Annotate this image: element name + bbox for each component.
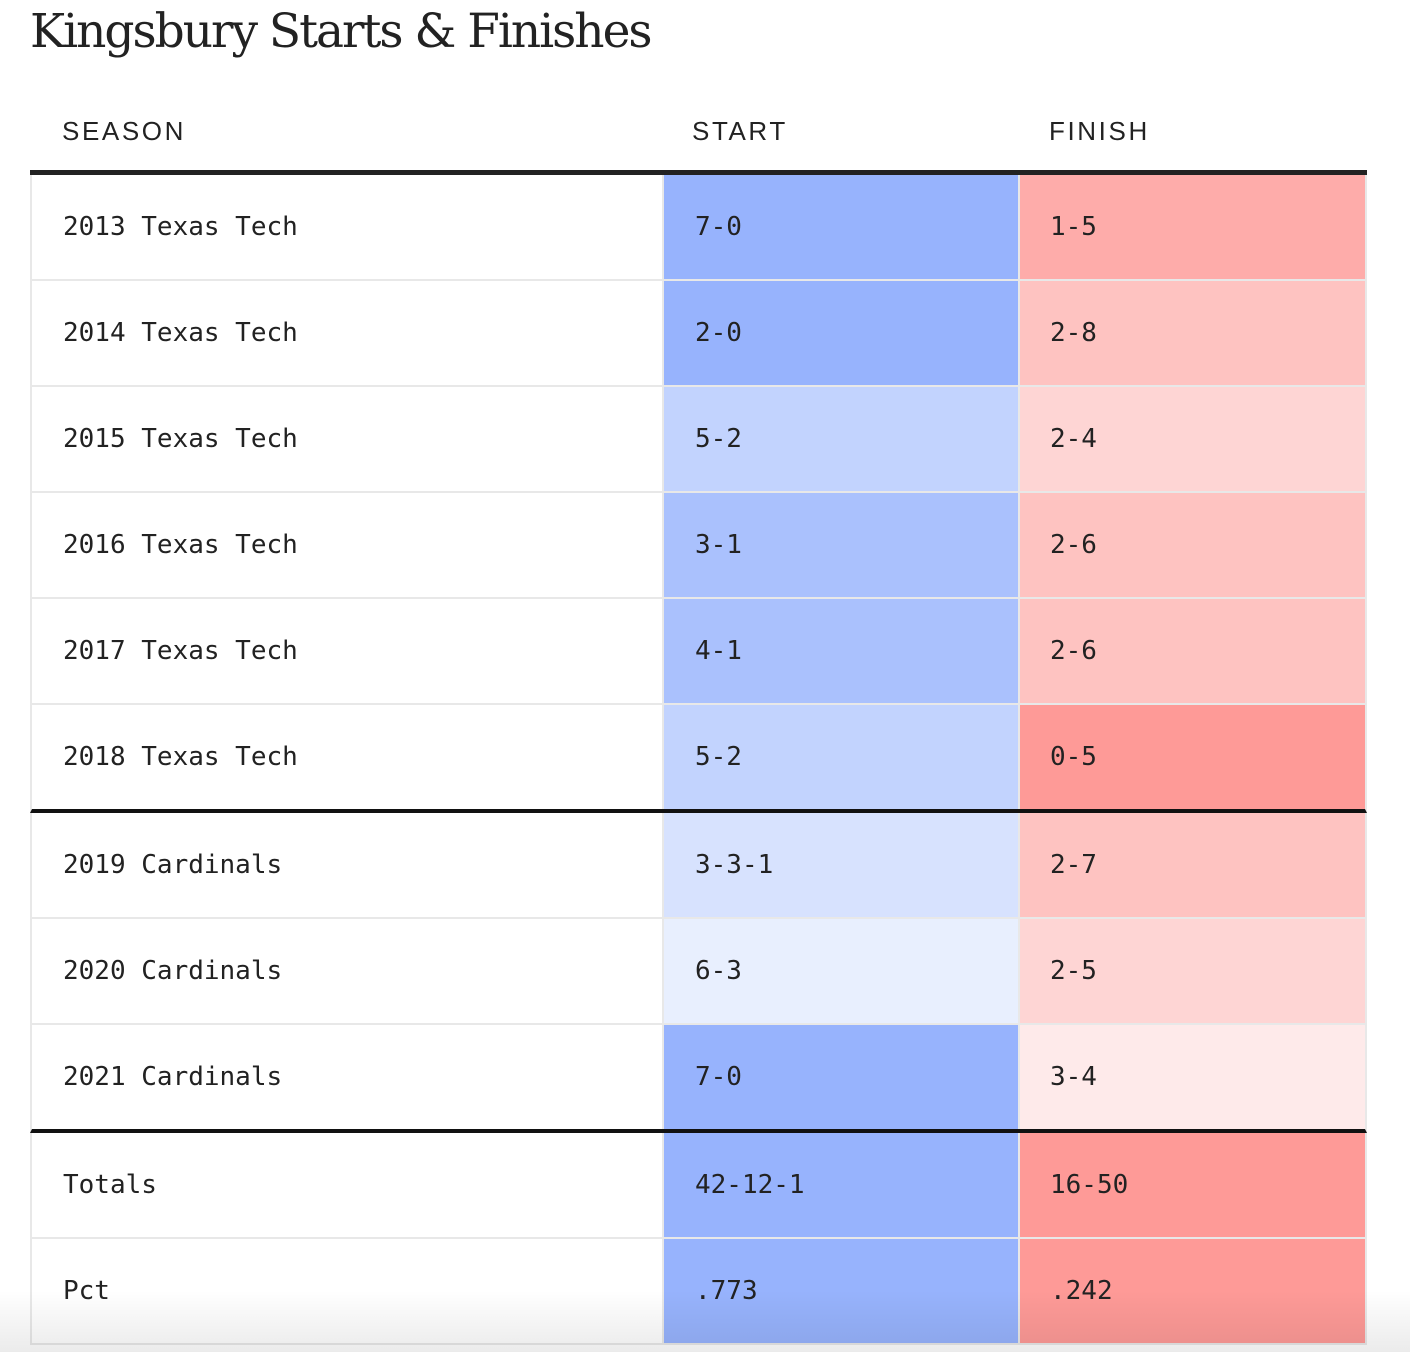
season-cell: 2016 Texas Tech bbox=[32, 493, 662, 597]
starts-finishes-table: SEASON START FINISH 2013 Texas Tech 7-0 1-… bbox=[30, 100, 1367, 1345]
season-cell: 2021 Cardinals bbox=[32, 1025, 662, 1129]
start-column-header: START bbox=[692, 116, 788, 146]
season-cell: 2014 Texas Tech bbox=[32, 281, 662, 385]
start-record-cell: 7-0 bbox=[662, 1025, 1018, 1129]
finish-record-cell: 2-8 bbox=[1018, 281, 1365, 385]
table-row: 2014 Texas Tech 2-0 2-8 bbox=[30, 281, 1367, 387]
season-cell: 2017 Texas Tech bbox=[32, 599, 662, 703]
start-record-cell: 4-1 bbox=[662, 599, 1018, 703]
finish-record-cell: 3-4 bbox=[1018, 1025, 1365, 1129]
finish-record-cell: 2-4 bbox=[1018, 387, 1365, 491]
start-record-cell: 42-12-1 bbox=[662, 1133, 1018, 1237]
start-record-cell: 3-1 bbox=[662, 493, 1018, 597]
table-body: 2013 Texas Tech 7-0 1-5 2014 Texas Tech 2-0 2… bbox=[30, 175, 1367, 1345]
start-record-cell: 6-3 bbox=[662, 919, 1018, 1023]
start-record-cell: 7-0 bbox=[662, 175, 1018, 279]
finish-column-header: FINISH bbox=[1049, 116, 1150, 146]
table-row: 2015 Texas Tech 5-2 2-4 bbox=[30, 387, 1367, 493]
table-header-row: SEASON START FINISH bbox=[30, 100, 1367, 175]
table-row: 2017 Texas Tech 4-1 2-6 bbox=[30, 599, 1367, 705]
table-row: Totals 42-12-1 16-50 bbox=[30, 1133, 1367, 1239]
start-record-cell: 3-3-1 bbox=[662, 813, 1018, 917]
table-row: 2021 Cardinals 7-0 3-4 bbox=[30, 1025, 1367, 1133]
finish-record-cell: .242 bbox=[1018, 1239, 1365, 1343]
season-column-header: SEASON bbox=[62, 116, 186, 146]
finish-record-cell: 2-7 bbox=[1018, 813, 1365, 917]
season-cell: Totals bbox=[32, 1133, 662, 1237]
table-row: 2020 Cardinals 6-3 2-5 bbox=[30, 919, 1367, 1025]
finish-record-cell: 2-6 bbox=[1018, 599, 1365, 703]
chart-title: Kingsbury Starts & Finishes bbox=[30, 4, 653, 59]
table-row: Pct .773.242 bbox=[30, 1239, 1367, 1345]
season-cell: 2020 Cardinals bbox=[32, 919, 662, 1023]
season-cell: 2019 Cardinals bbox=[32, 813, 662, 917]
season-cell: 2018 Texas Tech bbox=[32, 705, 662, 809]
finish-record-cell: 16-50 bbox=[1018, 1133, 1365, 1237]
table-row: 2019 Cardinals 3-3-1 2-7 bbox=[30, 813, 1367, 919]
season-cell: Pct bbox=[32, 1239, 662, 1343]
table-row: 2018 Texas Tech 5-2 0-5 bbox=[30, 705, 1367, 813]
finish-record-cell: 2-5 bbox=[1018, 919, 1365, 1023]
season-cell: 2015 Texas Tech bbox=[32, 387, 662, 491]
finish-record-cell: 1-5 bbox=[1018, 175, 1365, 279]
start-record-cell: 2-0 bbox=[662, 281, 1018, 385]
table-row: 2013 Texas Tech 7-0 1-5 bbox=[30, 175, 1367, 281]
finish-record-cell: 2-6 bbox=[1018, 493, 1365, 597]
table-row: 2016 Texas Tech 3-1 2-6 bbox=[30, 493, 1367, 599]
season-cell: 2013 Texas Tech bbox=[32, 175, 662, 279]
start-record-cell: .773 bbox=[662, 1239, 1018, 1343]
finish-record-cell: 0-5 bbox=[1018, 705, 1365, 809]
start-record-cell: 5-2 bbox=[662, 705, 1018, 809]
start-record-cell: 5-2 bbox=[662, 387, 1018, 491]
